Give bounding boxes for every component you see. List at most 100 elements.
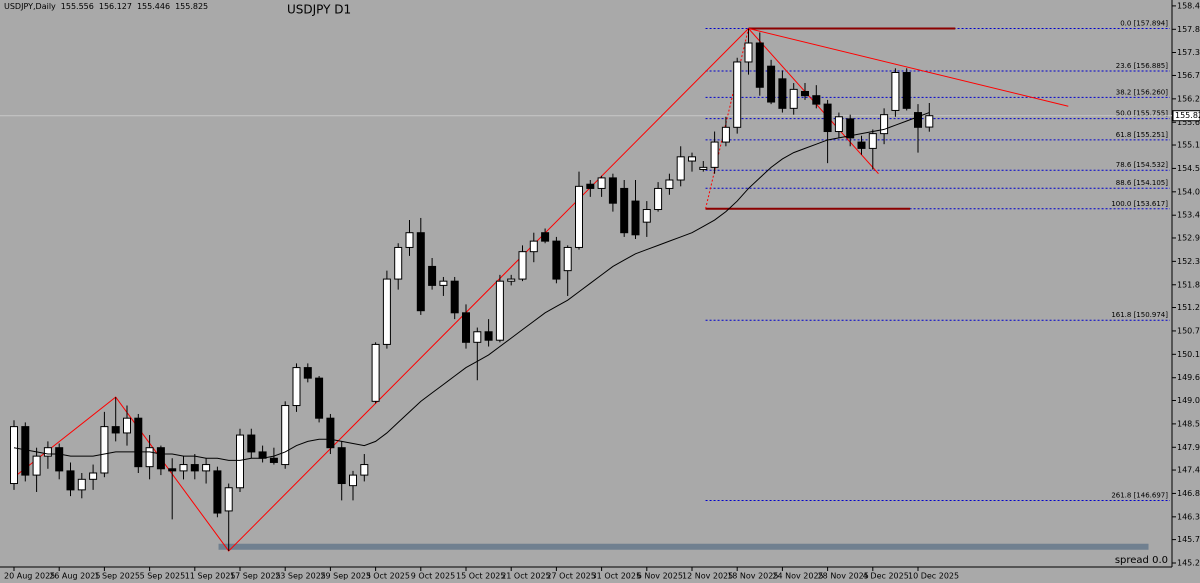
- candle-body: [801, 90, 809, 97]
- candle-body: [699, 166, 708, 170]
- candle-body: [55, 447, 64, 472]
- candle-body: [213, 470, 222, 514]
- symbol: USDJPY,Daily: [4, 2, 56, 11]
- x-tick-label: 27 Oct 2025: [546, 572, 595, 581]
- x-tick-label: 23 Sep 2025: [275, 572, 326, 581]
- candle-body: [123, 417, 131, 434]
- y-tick-label: 158.430: [1177, 1, 1200, 10]
- y-tick-label: 154.575: [1177, 164, 1200, 173]
- candle-body: [495, 280, 504, 341]
- y-tick-label: 157.325: [1177, 48, 1200, 57]
- x-tick-label: 26 Aug 2025: [49, 572, 100, 581]
- fib-label: 50.0 [155.755]: [1116, 110, 1168, 118]
- candle-body: [66, 470, 75, 491]
- candle-body: [100, 426, 109, 474]
- y-tick-label: 154.020: [1177, 187, 1200, 196]
- candle-body: [518, 251, 527, 280]
- x-tick-label: 29 Sep 2025: [320, 572, 371, 581]
- x-tick-label: 18 Nov 2025: [727, 572, 778, 581]
- candle-body: [292, 367, 301, 407]
- candle-body: [315, 377, 324, 419]
- header-open: 155.556: [61, 2, 94, 11]
- candle-body: [224, 487, 233, 512]
- candle-body: [416, 232, 425, 312]
- candle-body: [89, 472, 98, 480]
- candle-body: [507, 278, 516, 282]
- candle-body: [21, 426, 30, 476]
- x-tick-label: 11 Sep 2025: [185, 572, 236, 581]
- candle-body: [382, 278, 391, 345]
- candle-body: [473, 331, 482, 343]
- candle-body: [789, 88, 798, 109]
- candle-body: [134, 417, 143, 468]
- x-tick-label: 1 Sep 2025: [94, 572, 140, 581]
- candle-body: [179, 464, 188, 472]
- candle-body: [846, 118, 855, 139]
- candle-body: [190, 464, 199, 472]
- x-tick-label: 5 Sep 2025: [140, 572, 186, 581]
- candle-body: [891, 72, 900, 111]
- fib-label: 61.8 [155.251]: [1116, 131, 1168, 139]
- x-tick-label: 24 Nov 2025: [772, 572, 823, 581]
- candle-body: [586, 183, 595, 189]
- candle-body: [823, 103, 832, 133]
- candle-body: [281, 405, 290, 466]
- x-tick-label: 20 Aug 2025: [4, 572, 55, 581]
- y-tick-label: 149.070: [1177, 396, 1200, 405]
- candle-body: [631, 200, 640, 236]
- candle-body: [834, 116, 843, 133]
- x-tick-label: 12 Nov 2025: [682, 572, 733, 581]
- y-tick-label: 146.310: [1177, 512, 1200, 521]
- y-tick-label: 155.670: [1177, 118, 1200, 127]
- candle-body: [733, 61, 742, 128]
- candle-body: [247, 434, 256, 453]
- y-tick-label: 155.130: [1177, 141, 1200, 150]
- x-tick-label: 3 Oct 2025: [366, 572, 410, 581]
- y-tick-label: 149.610: [1177, 373, 1200, 382]
- candle-body: [202, 464, 211, 472]
- candle-body: [394, 246, 403, 280]
- candle-body: [326, 417, 335, 449]
- header-close: 155.825: [175, 2, 208, 11]
- candle-body: [642, 209, 651, 223]
- fib-base: [705, 28, 749, 209]
- candle-body: [303, 367, 312, 379]
- x-tick-label: 9 Oct 2025: [411, 572, 455, 581]
- candle-body: [541, 232, 550, 242]
- header: USDJPY,Daily 155.556 156.127 155.446 155.825: [4, 2, 208, 11]
- y-tick-label: 148.515: [1177, 419, 1200, 428]
- candle-body: [721, 126, 730, 143]
- candle-body: [10, 426, 18, 485]
- candle-body: [552, 240, 561, 280]
- candle-body: [439, 280, 448, 286]
- header-high: 156.127: [99, 2, 132, 11]
- candle-body: [337, 447, 346, 485]
- candle-body: [156, 447, 165, 470]
- y-tick-label: 145.215: [1177, 558, 1200, 567]
- x-tick-label: 15 Oct 2025: [456, 572, 505, 581]
- y-tick-label: 150.720: [1177, 326, 1200, 335]
- candle-body: [484, 331, 493, 341]
- y-tick-label: 151.815: [1177, 280, 1200, 289]
- x-tick-label: 21 Oct 2025: [501, 572, 550, 581]
- x-tick-label: 4 Dec 2025: [863, 572, 909, 581]
- fib-label: 261.8 [146.697]: [1111, 492, 1168, 500]
- y-tick-label: 152.370: [1177, 257, 1200, 266]
- candle-body: [710, 141, 719, 168]
- candle-body: [360, 464, 369, 476]
- candle-body: [43, 447, 52, 457]
- spread-label: spread 0.0: [1115, 555, 1168, 566]
- moving-average: [13, 112, 930, 461]
- candle-body: [902, 72, 911, 109]
- candle-body: [880, 114, 889, 135]
- x-tick-label: 31 Oct 2025: [592, 572, 641, 581]
- candle-body: [168, 468, 177, 472]
- y-tick-label: 151.275: [1177, 303, 1200, 312]
- candle-body: [676, 156, 685, 181]
- candle-body: [450, 280, 459, 314]
- candle-body: [236, 434, 244, 489]
- candle-body: [405, 232, 414, 248]
- candle-body: [665, 179, 674, 189]
